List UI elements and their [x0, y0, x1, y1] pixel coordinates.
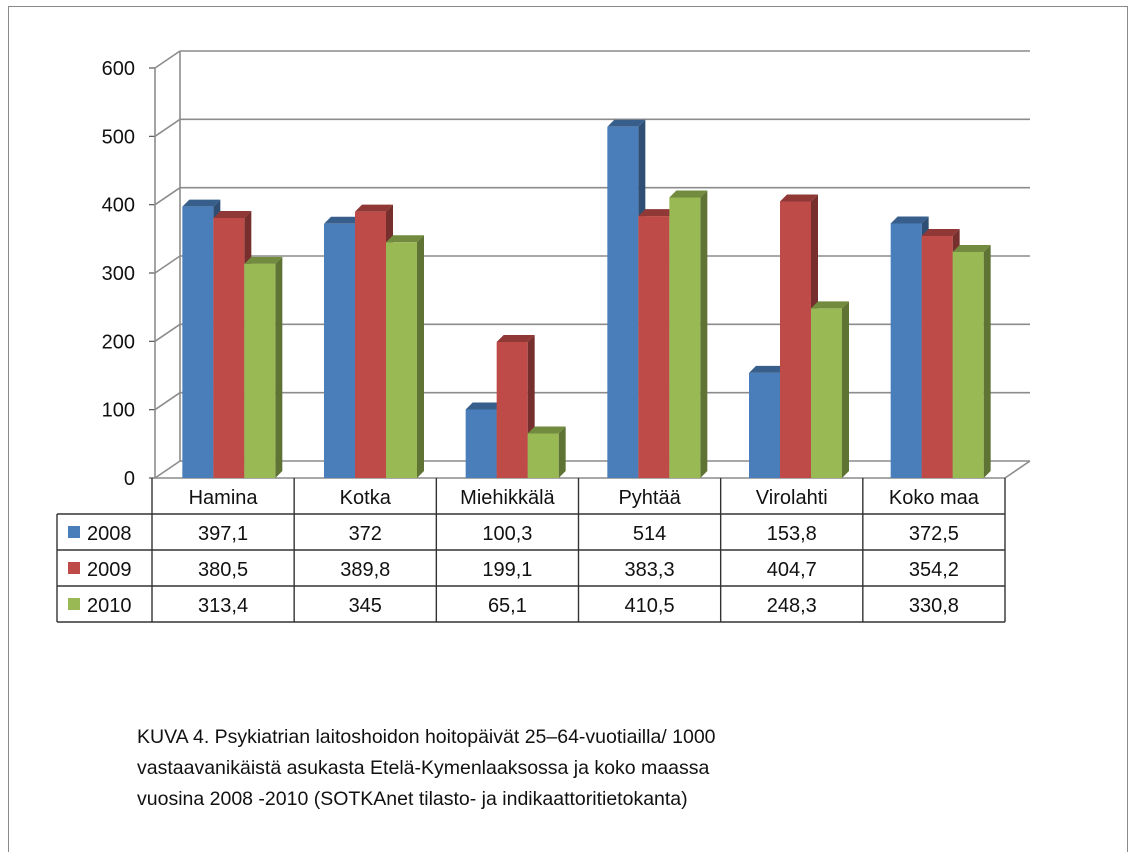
- bar-top-2010-Virolahti: [811, 301, 849, 309]
- figure-caption: KUVA 4. Psykiatrian laitoshoidon hoitopä…: [137, 722, 1037, 815]
- category-label-Kotka: Kotka: [340, 487, 392, 509]
- bar-top-2009-Koko maa: [921, 228, 960, 236]
- bar-top-2008-Virolahti: [749, 365, 787, 373]
- data-label-2008-Miehikkälä: 100,3: [482, 523, 532, 545]
- bar-top-2008-Koko maa: [890, 216, 929, 224]
- bar-top-2010-Kotka: [386, 235, 424, 243]
- data-label-2009-Virolahti: 404,7: [767, 559, 817, 581]
- bar-2009-Koko maa: [921, 235, 953, 478]
- bar-2010-Pyhtää: [669, 197, 701, 478]
- category-label-Koko maa: Koko maa: [889, 487, 980, 509]
- bar-2009-Hamina: [213, 217, 245, 478]
- y-tick-label-400: 400: [102, 195, 135, 217]
- bar-side-2010-Hamina: [275, 256, 283, 478]
- y-tick-label-100: 100: [102, 400, 135, 422]
- bar-top-2009-Miehikkälä: [496, 334, 535, 342]
- y-tick-label-600: 600: [102, 58, 135, 80]
- side-gridline-500: [154, 118, 181, 137]
- caption-line-3: vuosina 2008 -2010 (SOTKAnet tilasto- ja…: [137, 788, 688, 810]
- bar-2010-Kotka: [386, 242, 417, 478]
- data-label-2010-Hamina: 313,4: [198, 595, 248, 617]
- bar-top-2008-Kotka: [324, 216, 362, 224]
- data-label-2010-Koko maa: 330,8: [909, 595, 959, 617]
- bar-top-2009-Hamina: [213, 210, 252, 218]
- bar-2010-Virolahti: [811, 308, 842, 478]
- side-gridline-200: [154, 323, 181, 342]
- side-gridline-100: [154, 392, 181, 411]
- bar-2009-Kotka: [355, 211, 386, 479]
- y-tick-label-300: 300: [102, 263, 135, 285]
- legend-label-2009: 2009: [87, 559, 132, 581]
- category-label-Virolahti: Virolahti: [756, 487, 828, 509]
- caption-line-1: KUVA 4. Psykiatrian laitoshoidon hoitopä…: [137, 726, 716, 748]
- bar-2009-Miehikkälä: [496, 341, 528, 478]
- bar-top-2008-Hamina: [182, 199, 221, 207]
- bar-side-2010-Miehikkälä: [558, 426, 566, 478]
- bar-2008-Miehikkälä: [465, 409, 497, 478]
- bar-2008-Hamina: [182, 206, 214, 479]
- side-gridline-0: [154, 460, 181, 479]
- data-label-2009-Kotka: 389,8: [340, 559, 390, 581]
- bar-side-2010-Virolahti: [842, 301, 849, 478]
- side-gridline-400: [154, 187, 181, 206]
- category-label-Pyhtää: Pyhtää: [618, 487, 681, 509]
- bar-2009-Pyhtää: [638, 216, 670, 478]
- category-label-Miehikkälä: Miehikkälä: [460, 487, 555, 509]
- bar-2008-Pyhtää: [607, 126, 639, 479]
- data-label-2010-Virolahti: 248,3: [767, 595, 817, 617]
- y-tick-label-200: 200: [102, 331, 135, 353]
- bar-top-2010-Hamina: [244, 256, 283, 264]
- data-label-2010-Miehikkälä: 65,1: [488, 595, 527, 617]
- data-label-2009-Pyhtää: 383,3: [625, 559, 675, 581]
- data-label-2008-Koko maa: 372,5: [909, 523, 959, 545]
- bar-2009-Virolahti: [780, 201, 811, 478]
- bar-2008-Kotka: [324, 223, 355, 478]
- legend-label-2010: 2010: [87, 595, 132, 617]
- bar-2008-Virolahti: [749, 372, 780, 478]
- legend-label-2008: 2008: [87, 523, 132, 545]
- data-label-2008-Kotka: 372: [349, 523, 382, 545]
- side-gridline-600: [154, 50, 181, 69]
- bar-side-2010-Koko maa: [983, 244, 991, 478]
- data-label-2009-Hamina: 380,5: [198, 559, 248, 581]
- data-label-2008-Hamina: 397,1: [198, 523, 248, 545]
- bar-top-2008-Miehikkälä: [465, 402, 504, 410]
- caption-line-2: vastaavanikäistä asukasta Etelä-Kymenlaa…: [137, 757, 710, 779]
- category-label-Hamina: Hamina: [189, 487, 259, 509]
- bar-top-2009-Virolahti: [780, 194, 818, 202]
- side-gridline-300: [154, 255, 181, 274]
- data-label-2008-Virolahti: 153,8: [767, 523, 817, 545]
- floor-right-edge: [1004, 460, 1031, 479]
- data-label-2009-Koko maa: 354,2: [909, 559, 959, 581]
- bar-side-2010-Pyhtää: [700, 190, 708, 478]
- y-tick-label-0: 0: [124, 468, 135, 490]
- bar-top-2009-Kotka: [355, 204, 393, 212]
- bar-top-2010-Pyhtää: [669, 190, 708, 198]
- bar-top-2009-Pyhtää: [638, 209, 677, 217]
- bar-2010-Hamina: [244, 263, 276, 478]
- data-label-2010-Kotka: 345: [349, 595, 382, 617]
- y-tick-label-500: 500: [102, 126, 135, 148]
- data-label-2010-Pyhtää: 410,5: [625, 595, 675, 617]
- legend-key-2010: [68, 598, 80, 610]
- bar-2010-Miehikkälä: [527, 433, 559, 478]
- chart-frame: [8, 6, 1128, 852]
- bar-top-2010-Koko maa: [952, 244, 991, 252]
- bar-side-2010-Kotka: [417, 235, 424, 478]
- bar-top-2008-Pyhtää: [607, 119, 646, 127]
- data-label-2008-Pyhtää: 514: [633, 523, 666, 545]
- bar-top-2010-Miehikkälä: [527, 426, 566, 434]
- data-label-2009-Miehikkälä: 199,1: [482, 559, 532, 581]
- bar-2008-Koko maa: [890, 223, 922, 478]
- bar-2010-Koko maa: [952, 251, 984, 478]
- legend-key-2009: [68, 562, 80, 574]
- legend-key-2008: [68, 526, 80, 538]
